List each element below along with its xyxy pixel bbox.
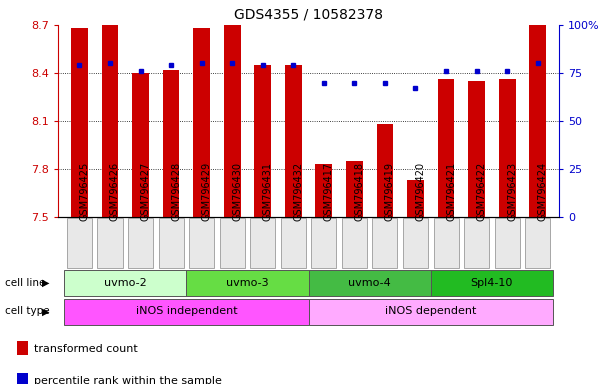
Bar (163, 70, 180, 217)
Bar (464, 218, 489, 268)
Bar (64, 299, 309, 325)
Text: uvmo-2: uvmo-2 (104, 278, 147, 288)
Bar (315, 164, 332, 217)
Text: uvmo-3: uvmo-3 (226, 278, 269, 288)
Text: ▶: ▶ (42, 278, 49, 288)
Bar (437, 79, 455, 217)
Bar (254, 65, 271, 217)
Bar (373, 218, 398, 268)
Bar (17, 373, 28, 384)
Bar (220, 218, 245, 268)
Text: GSM796420: GSM796420 (415, 162, 425, 221)
Bar (468, 81, 485, 217)
Bar (71, 28, 88, 217)
Bar (101, 25, 119, 217)
Text: GSM796431: GSM796431 (263, 162, 273, 221)
Bar (224, 25, 241, 217)
Bar (193, 28, 210, 217)
Title: GDS4355 / 10582378: GDS4355 / 10582378 (234, 7, 383, 21)
Text: percentile rank within the sample: percentile rank within the sample (34, 376, 222, 384)
Bar (186, 270, 309, 296)
Text: GSM796424: GSM796424 (538, 162, 547, 221)
Text: GSM796418: GSM796418 (354, 162, 364, 221)
Bar (128, 218, 153, 268)
Text: GSM796428: GSM796428 (171, 162, 181, 221)
Text: ▶: ▶ (42, 306, 49, 316)
Text: transformed count: transformed count (34, 344, 138, 354)
Bar (525, 218, 551, 268)
Bar (403, 218, 428, 268)
Text: GSM796422: GSM796422 (477, 162, 486, 221)
Bar (281, 218, 306, 268)
Bar (98, 218, 123, 268)
Bar (342, 218, 367, 268)
Bar (285, 65, 302, 217)
Text: iNOS independent: iNOS independent (136, 306, 237, 316)
Bar (376, 124, 393, 217)
Bar (495, 218, 520, 268)
Bar (132, 73, 149, 217)
Text: uvmo-4: uvmo-4 (348, 278, 391, 288)
Bar (346, 161, 363, 217)
Bar (309, 270, 431, 296)
Text: GSM796432: GSM796432 (293, 162, 303, 221)
Text: GSM796426: GSM796426 (110, 162, 120, 221)
Text: GSM796423: GSM796423 (507, 162, 517, 221)
Text: GSM796421: GSM796421 (446, 162, 456, 221)
Bar (17, 341, 28, 355)
Text: GSM796427: GSM796427 (141, 162, 150, 221)
Bar (529, 25, 546, 217)
Bar (251, 218, 276, 268)
Text: iNOS dependent: iNOS dependent (385, 306, 477, 316)
Bar (189, 218, 214, 268)
Text: GSM796419: GSM796419 (385, 162, 395, 221)
Bar (407, 180, 424, 217)
Text: cell line: cell line (5, 278, 45, 288)
Text: GSM796425: GSM796425 (79, 162, 89, 221)
Text: GSM796429: GSM796429 (202, 162, 211, 221)
Bar (309, 299, 553, 325)
Bar (67, 218, 92, 268)
Bar (434, 218, 459, 268)
Text: cell type: cell type (5, 306, 49, 316)
Bar (312, 218, 337, 268)
Text: GSM796430: GSM796430 (232, 162, 242, 221)
Bar (431, 270, 553, 296)
Bar (159, 218, 184, 268)
Text: GSM796417: GSM796417 (324, 162, 334, 221)
Bar (499, 79, 516, 217)
Bar (64, 270, 186, 296)
Text: Spl4-10: Spl4-10 (470, 278, 513, 288)
